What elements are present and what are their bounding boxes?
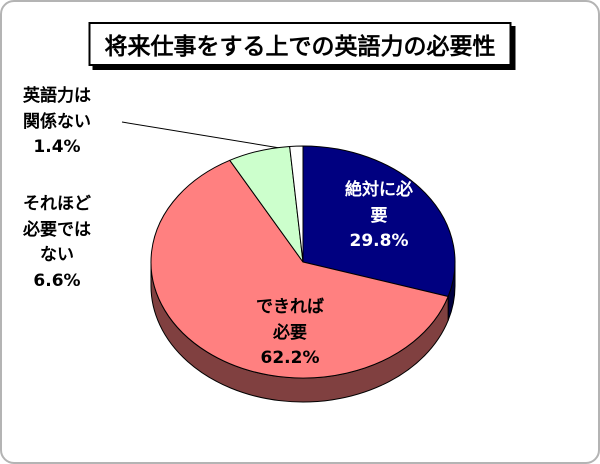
chart-title: 将来仕事をする上での英語力の必要性	[88, 22, 512, 66]
pie-slice-1	[150, 159, 449, 379]
pie-label-absolutely-necessary: 絶対に必 要 29.8%	[345, 180, 413, 251]
leader-line	[121, 121, 293, 151]
pie-slice-0	[302, 145, 456, 297]
pie-slice-3	[289, 145, 304, 263]
pie-label-if-possible: できれば 必要 62.2%	[256, 297, 324, 368]
pie-label-irrelevant: 英語力は 関係ない 1.4%	[23, 86, 91, 157]
pie-label-not-so-necessary: それほど 必要では ない 6.6%	[23, 194, 91, 291]
